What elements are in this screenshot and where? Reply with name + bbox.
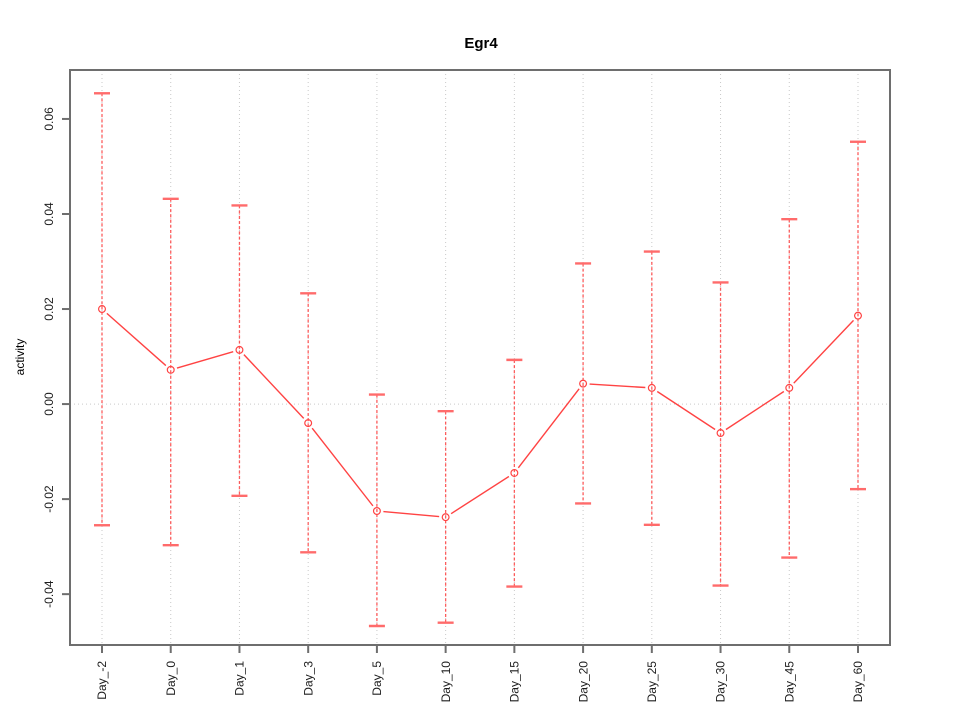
data-point-marker <box>853 311 862 320</box>
y-tick-label: 0.06 <box>42 107 56 131</box>
series-line-segment <box>589 383 646 389</box>
series-line-segment <box>106 312 167 367</box>
y-tick-label: 0.02 <box>42 297 56 321</box>
x-tick-label: Day_25 <box>645 661 659 703</box>
y-axis-label: activity <box>13 339 27 376</box>
x-tick-label: Day_45 <box>782 661 796 703</box>
x-tick-label: Day_5 <box>370 661 384 696</box>
data-point-marker <box>510 468 519 477</box>
series-line-segment <box>725 390 785 431</box>
data-point-marker <box>716 429 725 438</box>
data-point-marker <box>166 365 175 374</box>
x-tick-label: Day_-2 <box>95 661 109 700</box>
x-tick-label: Day_0 <box>164 661 178 696</box>
data-point-marker <box>579 379 588 388</box>
series-line-segment <box>450 475 510 515</box>
y-tick-label: -0.04 <box>42 580 56 608</box>
series-line-segment <box>176 351 234 369</box>
x-tick-label: Day_10 <box>439 661 453 703</box>
series-line-segment <box>311 427 374 507</box>
x-tick-label: Day_3 <box>301 661 315 696</box>
series-line-segment <box>517 388 580 469</box>
x-tick-label: Day_20 <box>576 661 590 703</box>
data-point-marker <box>647 383 656 392</box>
data-point-marker <box>372 506 381 515</box>
y-tick-label: 0.00 <box>42 392 56 416</box>
x-tick-label: Day_60 <box>851 661 865 703</box>
y-tick-label: 0.04 <box>42 202 56 226</box>
data-point-marker <box>97 305 106 314</box>
plot-area: -0.04 -0.02 0.00 0.02 0.04 0.06 Day_-2 Day_0 Day… <box>42 69 891 703</box>
y-tick-label: -0.02 <box>42 485 56 513</box>
data-point-marker <box>304 419 313 428</box>
data-point-marker <box>235 345 244 354</box>
chart-title: Egr4 <box>464 35 498 52</box>
series-line-segment <box>243 354 305 419</box>
series-line-segment <box>656 390 716 431</box>
plot-box <box>69 69 891 646</box>
x-tick-label: Day_30 <box>714 661 728 703</box>
data-point-marker <box>441 513 450 522</box>
x-tick-label: Day_15 <box>508 661 522 703</box>
x-tick-label: Day_1 <box>233 661 247 696</box>
series-line-segment <box>383 510 440 518</box>
series-line-segment <box>793 319 855 384</box>
data-point-marker <box>785 383 794 392</box>
